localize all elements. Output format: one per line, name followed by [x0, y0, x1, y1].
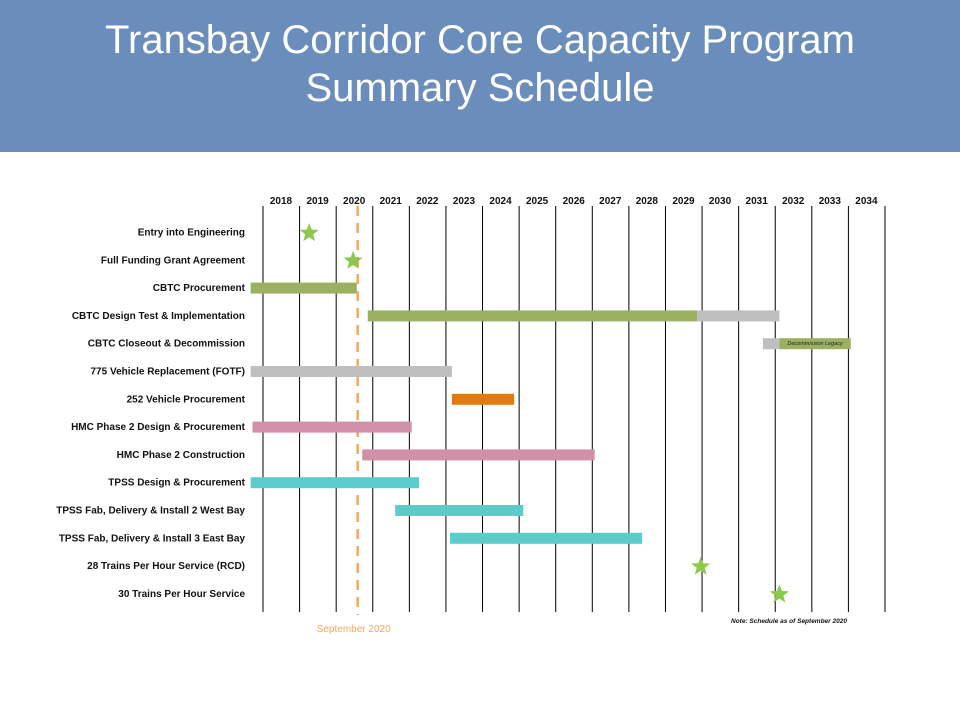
title-line-2: Summary Schedule [305, 66, 655, 110]
task-bar [697, 310, 780, 322]
task-label: CBTC Design Test & Implementation [72, 311, 245, 322]
milestone-star [299, 223, 319, 242]
year-tick-label: 2021 [380, 196, 403, 207]
milestone-star [343, 250, 363, 269]
year-tick-label: 2022 [416, 196, 439, 207]
task-label: TPSS Fab, Delivery & Install 2 West Bay [56, 506, 245, 517]
task-label: CBTC Closeout & Decommission [88, 339, 245, 350]
status-date-label: September 2020 [317, 624, 391, 635]
task-label: TPSS Fab, Delivery & Install 3 East Bay [59, 533, 246, 544]
year-tick-label: 2023 [453, 196, 476, 207]
year-tick-label: 2025 [526, 196, 549, 207]
year-tick-label: 2031 [746, 196, 769, 207]
year-tick-label: 2024 [489, 196, 512, 207]
year-tick-label: 2019 [306, 196, 329, 207]
year-tick-label: 2030 [709, 196, 732, 207]
year-tick-label: 2033 [819, 196, 842, 207]
task-label: Entry into Engineering [138, 228, 245, 239]
year-tick-label: 2032 [782, 196, 805, 207]
task-bar [451, 393, 515, 405]
year-tick-label: 2020 [343, 196, 366, 207]
task-bar [250, 282, 357, 294]
task-bar [762, 338, 780, 350]
task-label: 252 Vehicle Procurement [127, 394, 246, 405]
title-line-1: Transbay Corridor Core Capacity Program [105, 18, 855, 62]
task-label: 775 Vehicle Replacement (FOTF) [91, 367, 246, 378]
year-tick-label: 2027 [599, 196, 622, 207]
task-label: 30 Trains Per Hour Service [118, 589, 245, 600]
task-label: TPSS Design & Procurement [108, 478, 245, 489]
schedule-note: Note: Schedule as of September 2020 [731, 618, 847, 625]
task-bar-label: Decommission Legacy [787, 341, 844, 347]
task-label: HMC Phase 2 Construction [117, 450, 245, 461]
year-tick-label: 2029 [672, 196, 695, 207]
year-tick-label: 2028 [636, 196, 659, 207]
task-label: 28 Trains Per Hour Service (RCD) [87, 561, 245, 572]
task-bar [367, 310, 698, 322]
year-tick-label: 2026 [563, 196, 586, 207]
task-label: CBTC Procurement [153, 283, 246, 294]
task-bar [779, 338, 851, 350]
year-tick-label: 2018 [270, 196, 293, 207]
task-bar [362, 449, 595, 461]
milestone-star [769, 584, 789, 603]
year-tick-label: 2034 [855, 196, 878, 207]
task-bar [250, 477, 419, 489]
task-bar [450, 532, 643, 544]
task-bar [250, 366, 452, 377]
task-label: HMC Phase 2 Design & Procurement [71, 422, 246, 433]
task-bar [395, 505, 524, 516]
task-bar [252, 421, 412, 433]
milestone-star [691, 556, 711, 575]
title-banner: Transbay Corridor Core Capacity Program … [0, 0, 960, 152]
task-label: Full Funding Grant Agreement [101, 255, 246, 266]
